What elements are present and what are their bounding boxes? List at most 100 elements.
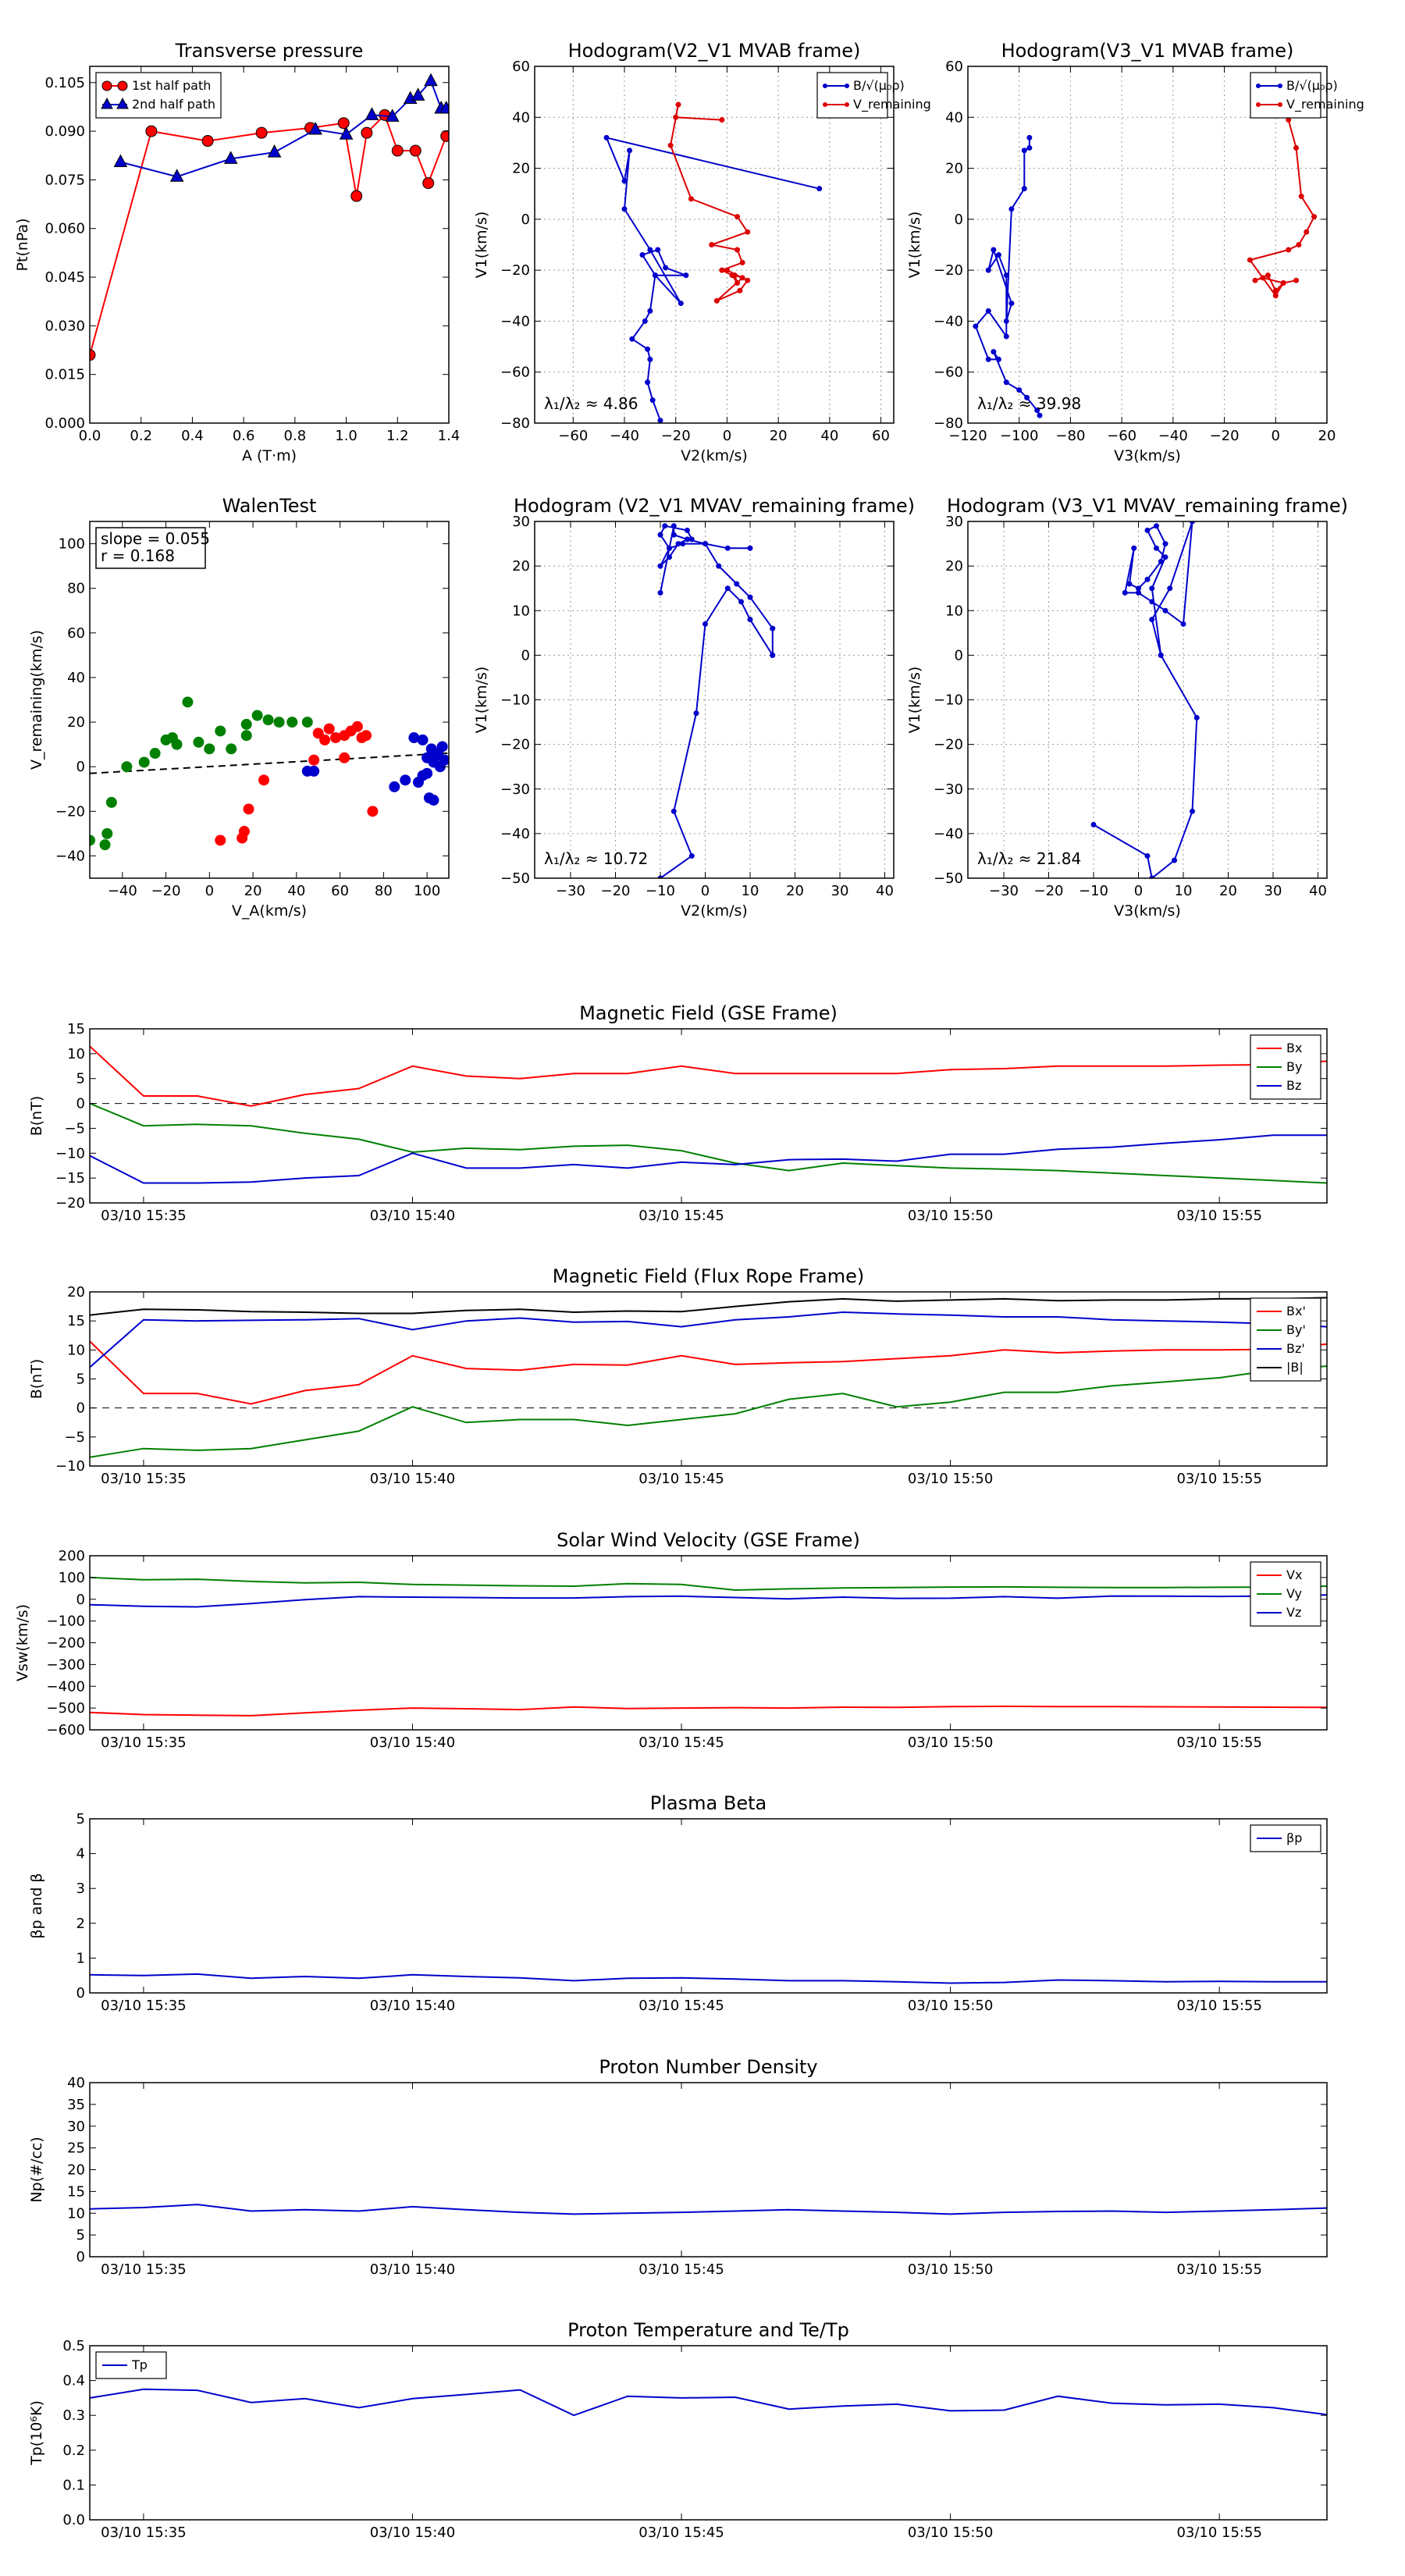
y-tick-label: 0.030 [44,318,85,334]
data-point [308,765,320,777]
y-tick-label: 60 [67,625,85,642]
data-point [678,301,684,307]
x-tick-label: 03/10 15:45 [638,1735,724,1751]
y-tick-label: 0 [76,1096,85,1112]
x-tick-label: −20 [1034,883,1064,899]
data-point [251,710,263,721]
x-tick-label: 03/10 15:45 [638,1208,724,1224]
data-point [240,730,252,742]
data-point [1144,852,1151,859]
data-point [991,247,997,253]
data-point [1021,148,1027,154]
data-point [238,826,250,838]
chart-hodo4: −30 −20 −10 0 10 20 30 40 −50 −40 −30 −20 −10 0 10 20 30… [906,495,1348,920]
data-point [731,272,738,279]
y-tick-label: 60 [512,59,530,75]
data-point [1149,599,1155,605]
data-point [688,852,695,859]
legend-marker [1256,102,1261,107]
x-tick-label: 60 [331,883,349,899]
y-tick-label: 0.5 [62,2338,85,2354]
y-tick-label: −30 [500,781,530,798]
y-tick-label: −40 [500,313,530,329]
data-point [1293,144,1300,151]
x-tick-label: 0 [1272,428,1280,444]
data-point [657,563,663,569]
data-point [1311,214,1318,220]
data-point [204,743,215,755]
x-tick-label: 03/10 15:35 [101,1998,186,2014]
legend-box [95,72,222,119]
legend-marker [101,80,112,91]
data-point [1193,714,1200,720]
legend: Bx' By' Bz' |B| [1250,1297,1321,1382]
y-tick-label: 30 [945,514,963,530]
y-tick-label: 10 [67,2205,85,2222]
data-point [1298,193,1304,199]
x-tick-label: 40 [1309,883,1327,899]
data-point [642,318,648,324]
x-tick-label: 30 [1264,883,1282,899]
data-point [667,142,674,148]
x-tick-label: 03/10 15:55 [1176,1735,1261,1751]
x-tick-label: −40 [1158,428,1188,444]
data-point [365,107,379,120]
series-line-1 [90,1365,1327,1458]
data-point [667,554,672,560]
chart-hodo1: −60 −40 −20 0 20 40 60 −80 −60 −40 −20 0 20 40 60 Hodog… [473,40,931,464]
x-tick-label: 20 [1318,428,1336,444]
data-point [361,126,373,139]
data-point [149,748,161,760]
y-tick-label: −100 [47,1614,85,1630]
plot-area [973,117,1318,418]
y-tick-label: −20 [934,262,963,279]
legend-marker [1278,102,1282,107]
chart-beta: 03/10 15:35 03/10 15:40 03/10 15:45 03/10 1… [28,1792,1328,2014]
x-tick-label: 03/10 15:55 [1176,1998,1261,2014]
legend-marker [116,97,129,109]
y-tick-label: 10 [67,1046,85,1062]
y-tick-label: −600 [47,1722,85,1738]
y-axis-label: Pt(nPa) [14,218,31,271]
data-point [685,536,690,543]
data-point [215,725,226,737]
data-point [243,803,254,815]
legend: 1st half path 2nd half path [95,72,222,119]
y-tick-label: 0.2 [62,2443,85,2459]
x-tick-label: −40 [610,428,639,444]
data-point [738,599,744,605]
fit-line [90,752,449,774]
x-tick-label: 1.0 [335,428,357,444]
y-tick-label: 30 [512,514,530,530]
legend-entry: βp [1286,1831,1302,1845]
data-point [745,229,751,235]
data-point [267,144,282,158]
series-line-0 [659,525,774,878]
data-point [995,356,1001,362]
data-point [240,718,252,730]
data-point [201,135,214,148]
data-point [145,125,158,137]
y-tick-label: 4 [76,1846,85,1863]
y-tick-label: 200 [59,1548,85,1564]
series-line-1 [90,1102,1327,1184]
data-point [1149,617,1155,623]
y-tick-label: 0 [76,1985,85,2001]
data-point [1008,206,1015,212]
y-tick-label: 10 [512,603,530,619]
data-point [1131,545,1137,551]
y-tick-label: 0.0 [62,2512,85,2528]
x-axis-label: A (T·m) [242,447,297,464]
data-point [286,717,298,728]
data-point [639,252,646,258]
data-point [308,121,322,135]
data-point [417,734,429,745]
y-axis-label: V1(km/s) [473,212,490,279]
data-point [436,741,448,753]
series-line-1 [90,1576,1327,1592]
data-point [1144,576,1151,582]
y-tick-label: 25 [67,2140,85,2157]
plot-frame [89,66,450,424]
y-tick-label: −50 [500,870,530,887]
data-point [428,795,439,806]
